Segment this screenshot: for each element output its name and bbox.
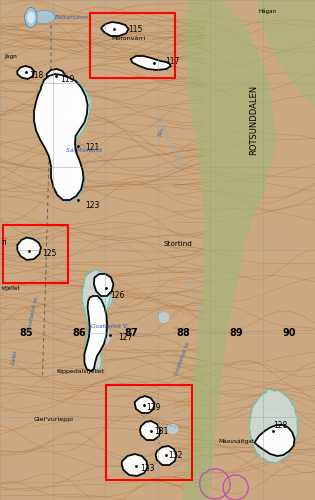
- Text: 90: 90: [282, 328, 295, 338]
- Text: 125: 125: [43, 250, 57, 258]
- Polygon shape: [140, 421, 160, 440]
- Ellipse shape: [167, 424, 179, 434]
- Text: Galen: Galen: [11, 350, 19, 366]
- Text: Sál Máseliok: Sál Máseliok: [66, 148, 103, 152]
- Polygon shape: [131, 56, 171, 70]
- Circle shape: [25, 8, 37, 28]
- Text: 132: 132: [169, 450, 183, 460]
- Polygon shape: [135, 396, 154, 413]
- Bar: [106, 385, 192, 480]
- Ellipse shape: [158, 312, 169, 323]
- Polygon shape: [156, 446, 176, 465]
- Text: Máovsáitgat: Máovsáitgat: [218, 438, 254, 444]
- Polygon shape: [83, 270, 111, 371]
- Text: Máronvárri: Máronvárri: [112, 36, 146, 42]
- Text: Giel'vurieppi: Giel'vurieppi: [34, 418, 74, 422]
- Polygon shape: [101, 22, 129, 36]
- Polygon shape: [94, 288, 112, 311]
- Circle shape: [27, 12, 35, 24]
- Text: Goatteliok V.: Goatteliok V.: [91, 324, 129, 328]
- Text: Baltanjávri: Baltanjávri: [55, 14, 89, 20]
- Polygon shape: [47, 69, 66, 84]
- Text: 131: 131: [154, 426, 169, 436]
- Text: 89: 89: [229, 328, 243, 338]
- Text: 133: 133: [140, 464, 155, 473]
- Polygon shape: [249, 390, 298, 463]
- Polygon shape: [35, 75, 90, 201]
- Polygon shape: [34, 74, 88, 200]
- Polygon shape: [94, 327, 111, 347]
- Text: Sáv...: Sáv...: [157, 122, 168, 138]
- Text: Goatteliok ss.: Goatteliok ss.: [27, 295, 39, 331]
- Polygon shape: [183, 0, 277, 500]
- Text: kfjellet: kfjellet: [2, 286, 20, 291]
- Text: ri: ri: [2, 238, 7, 247]
- Polygon shape: [258, 0, 315, 110]
- Polygon shape: [84, 296, 107, 371]
- Polygon shape: [255, 425, 295, 456]
- Text: 127: 127: [118, 333, 133, 342]
- Text: 115: 115: [129, 24, 143, 34]
- Text: Kippedalsfjellet: Kippedalsfjellet: [57, 368, 105, 374]
- Text: 85: 85: [19, 328, 33, 338]
- Polygon shape: [122, 454, 147, 476]
- Ellipse shape: [33, 10, 55, 24]
- Text: Hágan: Hágan: [258, 8, 277, 14]
- Text: 128: 128: [273, 422, 288, 430]
- Polygon shape: [17, 238, 41, 260]
- Text: Stortind: Stortind: [164, 240, 193, 246]
- Text: Jágn: Jágn: [4, 53, 16, 59]
- Text: ROTSUNDDALEN: ROTSUNDDALEN: [249, 85, 259, 155]
- Text: 129: 129: [146, 403, 161, 412]
- Bar: [90, 12, 175, 78]
- Text: 118: 118: [29, 72, 43, 80]
- Bar: [3, 225, 68, 282]
- Text: 119: 119: [60, 75, 74, 84]
- Text: 86: 86: [72, 328, 86, 338]
- Polygon shape: [63, 165, 83, 192]
- Text: 117: 117: [165, 57, 180, 66]
- Text: 87: 87: [124, 328, 138, 338]
- Text: 126: 126: [110, 292, 125, 300]
- Text: Goatteliok ss.: Goatteliok ss.: [174, 340, 191, 375]
- Polygon shape: [61, 91, 91, 125]
- Polygon shape: [94, 274, 113, 296]
- Text: 121: 121: [85, 143, 99, 152]
- Text: 88: 88: [177, 328, 191, 338]
- Polygon shape: [17, 66, 34, 79]
- Text: 123: 123: [85, 202, 100, 210]
